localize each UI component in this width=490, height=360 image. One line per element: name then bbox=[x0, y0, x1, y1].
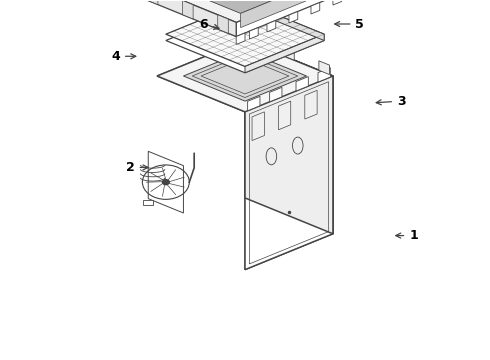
Polygon shape bbox=[218, 15, 228, 33]
Polygon shape bbox=[157, 40, 333, 112]
Polygon shape bbox=[157, 40, 333, 112]
Polygon shape bbox=[245, 76, 333, 270]
Polygon shape bbox=[245, 76, 333, 270]
Polygon shape bbox=[267, 21, 276, 32]
Polygon shape bbox=[249, 28, 258, 39]
Text: 6: 6 bbox=[199, 18, 219, 31]
Polygon shape bbox=[183, 51, 307, 101]
Polygon shape bbox=[147, 0, 158, 5]
Circle shape bbox=[162, 180, 169, 185]
Polygon shape bbox=[333, 0, 342, 5]
Bar bbox=[144, 200, 153, 206]
Polygon shape bbox=[289, 12, 298, 23]
Polygon shape bbox=[319, 61, 329, 75]
Polygon shape bbox=[278, 101, 291, 130]
Polygon shape bbox=[296, 77, 308, 91]
Polygon shape bbox=[166, 8, 324, 73]
Polygon shape bbox=[248, 32, 259, 46]
Polygon shape bbox=[148, 151, 183, 213]
Polygon shape bbox=[236, 33, 245, 44]
Polygon shape bbox=[245, 2, 324, 41]
Polygon shape bbox=[245, 40, 333, 234]
Polygon shape bbox=[161, 0, 316, 13]
Polygon shape bbox=[318, 68, 330, 82]
Polygon shape bbox=[247, 96, 260, 111]
Polygon shape bbox=[311, 3, 320, 14]
Polygon shape bbox=[140, 0, 236, 37]
Polygon shape bbox=[284, 46, 294, 60]
Text: 3: 3 bbox=[376, 95, 406, 108]
Text: 2: 2 bbox=[126, 161, 148, 174]
Polygon shape bbox=[245, 40, 333, 234]
Text: 4: 4 bbox=[111, 50, 136, 63]
Polygon shape bbox=[166, 2, 324, 67]
Polygon shape bbox=[183, 0, 193, 19]
Polygon shape bbox=[305, 90, 317, 119]
Text: 1: 1 bbox=[396, 229, 418, 242]
Polygon shape bbox=[236, 0, 342, 37]
Polygon shape bbox=[241, 0, 316, 28]
Polygon shape bbox=[140, 0, 342, 22]
Text: 5: 5 bbox=[335, 18, 364, 31]
Polygon shape bbox=[245, 34, 324, 73]
Polygon shape bbox=[270, 87, 282, 102]
Polygon shape bbox=[252, 112, 264, 140]
